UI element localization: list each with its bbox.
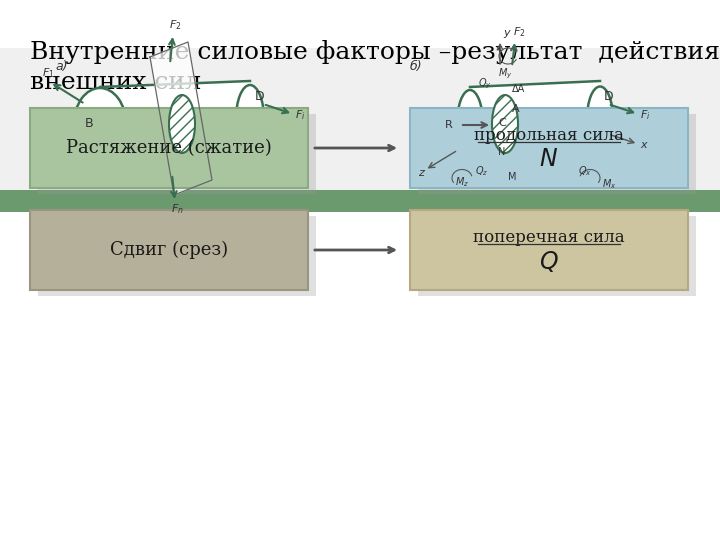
Text: $N$: $N$ [539, 148, 559, 172]
FancyBboxPatch shape [410, 210, 688, 290]
Text: N: N [498, 147, 505, 157]
Ellipse shape [457, 90, 483, 158]
Polygon shape [100, 81, 250, 159]
Text: продольная сила: продольная сила [474, 126, 624, 144]
FancyBboxPatch shape [38, 216, 316, 296]
Text: M: M [508, 172, 516, 182]
Text: z: z [418, 168, 424, 178]
Text: R: R [445, 120, 453, 130]
Text: $M_y$: $M_y$ [498, 66, 513, 81]
Ellipse shape [492, 95, 518, 153]
Text: б): б) [410, 60, 423, 73]
Text: а): а) [55, 60, 68, 73]
Text: Внутренние силовые факторы –результат  действия
внешних сил: Внутренние силовые факторы –результат де… [30, 40, 720, 94]
FancyBboxPatch shape [30, 108, 308, 188]
FancyBboxPatch shape [410, 108, 688, 188]
Ellipse shape [74, 88, 126, 160]
Text: D: D [604, 90, 613, 103]
FancyBboxPatch shape [418, 216, 696, 296]
FancyBboxPatch shape [30, 210, 308, 290]
FancyBboxPatch shape [418, 114, 696, 194]
Text: $Q_y$: $Q_y$ [478, 76, 492, 91]
Text: $Q_z$: $Q_z$ [475, 164, 488, 178]
Polygon shape [150, 42, 212, 195]
Text: $Q_x$: $Q_x$ [578, 164, 592, 178]
Text: Растяжение (сжатие): Растяжение (сжатие) [66, 139, 272, 157]
Text: B: B [85, 117, 94, 130]
Ellipse shape [587, 86, 613, 152]
Text: $M_z$: $M_z$ [455, 175, 469, 189]
Text: Сдвиг (срез): Сдвиг (срез) [110, 241, 228, 259]
Text: $Q$: $Q$ [539, 249, 559, 274]
Text: ΔA: ΔA [512, 84, 526, 94]
Ellipse shape [169, 95, 195, 153]
FancyBboxPatch shape [0, 190, 720, 212]
Polygon shape [470, 81, 600, 159]
Text: $F_i$: $F_i$ [295, 108, 305, 122]
Text: D: D [255, 90, 265, 103]
FancyBboxPatch shape [0, 48, 720, 190]
Text: $F_i$: $F_i$ [640, 108, 650, 122]
Text: $F_2$: $F_2$ [513, 25, 526, 39]
Text: x: x [640, 140, 647, 150]
Text: $M_x$: $M_x$ [602, 177, 616, 191]
Text: y: y [503, 28, 510, 38]
FancyBboxPatch shape [38, 114, 316, 194]
Text: $F_1$: $F_1$ [42, 66, 55, 80]
Text: $F_2$: $F_2$ [169, 18, 181, 32]
Text: C: C [498, 118, 505, 128]
Text: $F_n$: $F_n$ [171, 202, 184, 216]
Text: A: A [512, 104, 520, 114]
Ellipse shape [236, 85, 264, 153]
Text: поперечная сила: поперечная сила [473, 228, 625, 246]
